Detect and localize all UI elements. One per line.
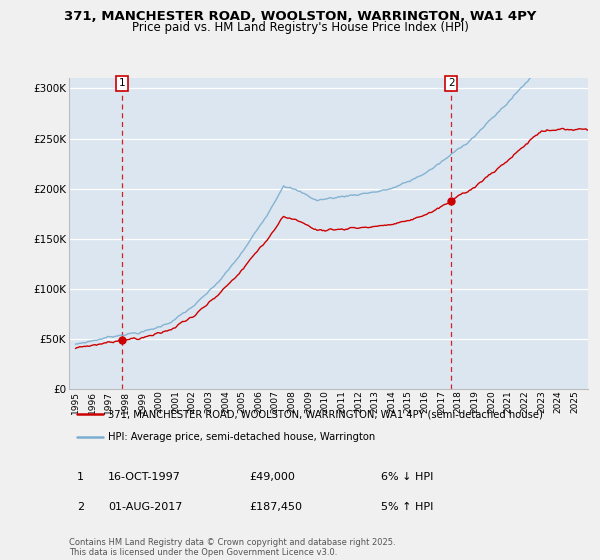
Text: 1: 1	[119, 78, 125, 88]
Text: 371, MANCHESTER ROAD, WOOLSTON, WARRINGTON, WA1 4PY (semi-detached house): 371, MANCHESTER ROAD, WOOLSTON, WARRINGT…	[108, 409, 543, 419]
Text: 2: 2	[77, 502, 84, 512]
Text: 1: 1	[77, 472, 84, 482]
Text: 371, MANCHESTER ROAD, WOOLSTON, WARRINGTON, WA1 4PY: 371, MANCHESTER ROAD, WOOLSTON, WARRINGT…	[64, 10, 536, 23]
Text: 5% ↑ HPI: 5% ↑ HPI	[381, 502, 433, 512]
Text: Contains HM Land Registry data © Crown copyright and database right 2025.
This d: Contains HM Land Registry data © Crown c…	[69, 538, 395, 557]
Text: 01-AUG-2017: 01-AUG-2017	[108, 502, 182, 512]
Text: £187,450: £187,450	[249, 502, 302, 512]
Text: £49,000: £49,000	[249, 472, 295, 482]
Text: 16-OCT-1997: 16-OCT-1997	[108, 472, 181, 482]
Text: 2: 2	[448, 78, 455, 88]
Text: HPI: Average price, semi-detached house, Warrington: HPI: Average price, semi-detached house,…	[108, 432, 375, 442]
Text: 6% ↓ HPI: 6% ↓ HPI	[381, 472, 433, 482]
Text: Price paid vs. HM Land Registry's House Price Index (HPI): Price paid vs. HM Land Registry's House …	[131, 21, 469, 34]
